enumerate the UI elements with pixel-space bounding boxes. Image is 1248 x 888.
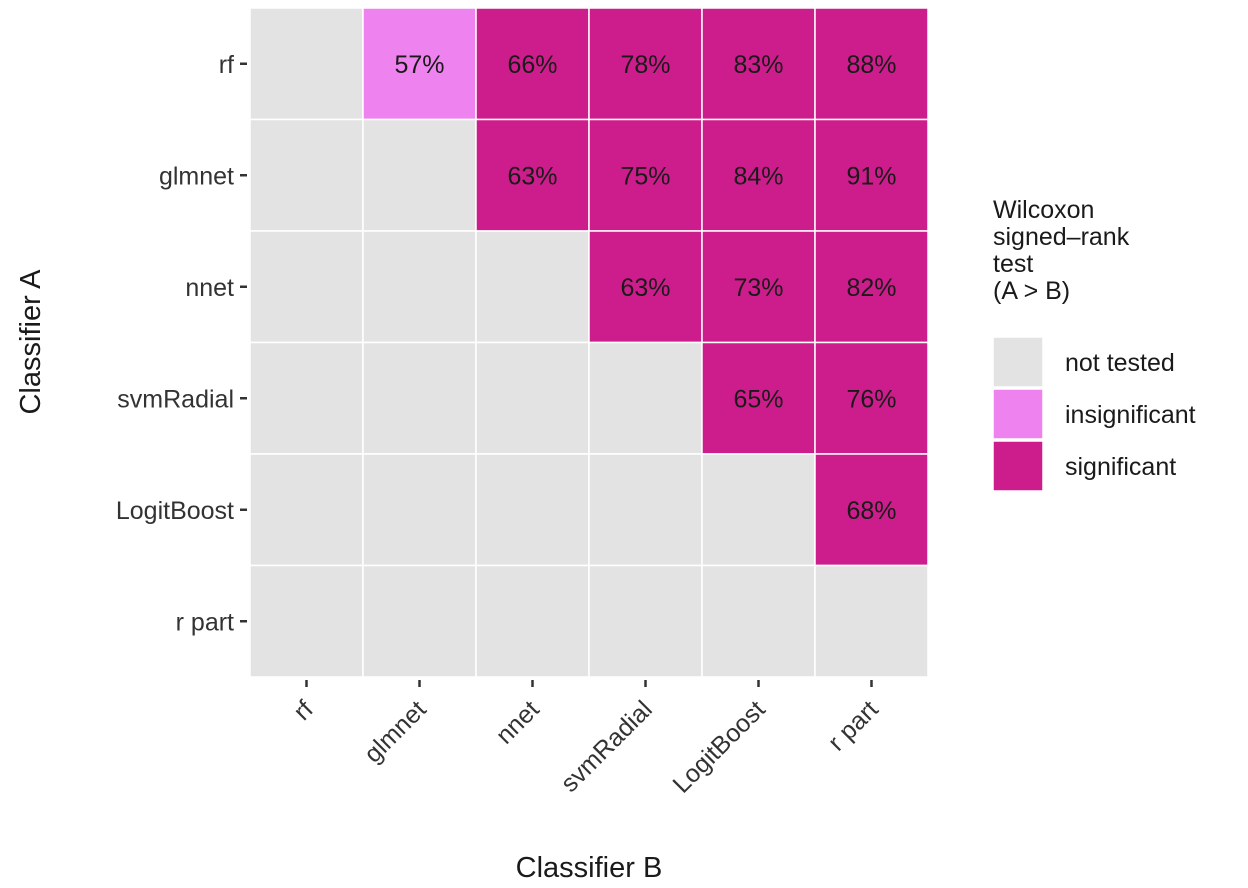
heatmap-cell-svmradial-svmradial <box>588 341 703 455</box>
heatmap-cell-r-part-nnet <box>475 564 590 678</box>
legend-key-insignificant <box>992 388 1044 440</box>
y-tick-label: rf <box>219 51 234 79</box>
x-tick-label: r part <box>823 695 884 756</box>
cell-value-label: 73% <box>733 274 783 302</box>
x-axis: rf glmnet nnet svmRadial LogitBoost r part <box>288 680 884 799</box>
heatmap-cell-r-part-r-part <box>814 564 929 678</box>
cell-value-label: 65% <box>733 385 783 413</box>
heatmap-cell-r-part-glmnet <box>362 564 477 678</box>
cell-value-label: 88% <box>846 51 896 79</box>
y-tick-label: svmRadial <box>117 385 234 413</box>
cell-value-label: 91% <box>846 162 896 190</box>
x-tick-label: LogitBoost <box>667 695 770 798</box>
legend-title-line: (A > B) <box>993 277 1070 305</box>
x-tick-label: rf <box>288 695 319 726</box>
legend-label: significant <box>1065 453 1176 481</box>
y-tick-label: r part <box>176 608 234 636</box>
heatmap-cell-nnet-glmnet <box>362 230 477 344</box>
cell-value-label: 75% <box>620 162 670 190</box>
x-axis-title: Classifier B <box>516 852 663 884</box>
heatmap-cell-glmnet-glmnet <box>362 118 477 232</box>
legend-key-significant <box>992 440 1044 492</box>
heatmap-cell-logitboost-rf <box>249 453 364 567</box>
cell-value-label: 78% <box>620 51 670 79</box>
x-tick-label: glmnet <box>359 695 432 768</box>
heatmap-cell-r-part-svmradial <box>588 564 703 678</box>
heatmap-cell-rf-glmnet <box>362 7 477 121</box>
cell-value-label: 57% <box>394 51 444 79</box>
legend-title-line: Wilcoxon <box>993 196 1094 224</box>
cell-value-label: 63% <box>507 162 557 190</box>
heatmap-cell-nnet-svmradial <box>588 230 703 344</box>
heatmap-cell-svmradial-rf <box>249 341 364 455</box>
y-tick-label: LogitBoost <box>116 497 234 525</box>
cell-value-label: 76% <box>846 385 896 413</box>
heatmap-cell-logitboost-nnet <box>475 453 590 567</box>
cell-value-label: 83% <box>733 51 783 79</box>
heatmap-cell-rf-nnet <box>475 7 590 121</box>
heatmap-cell-svmradial-nnet <box>475 341 590 455</box>
cell-value-label: 66% <box>507 51 557 79</box>
heatmap-cell-r-part-logitboost <box>701 564 816 678</box>
heatmap-cell-glmnet-nnet <box>475 118 590 232</box>
heatmap-cell-nnet-r-part <box>814 230 929 344</box>
cell-value-label: 68% <box>846 497 896 525</box>
y-axis-title: Classifier A <box>15 269 47 415</box>
heatmap-cell-rf-rf <box>249 7 364 121</box>
x-tick-label: nnet <box>491 695 545 749</box>
cell-value-label: 84% <box>733 162 783 190</box>
heatmap-cell-logitboost-r-part <box>814 453 929 567</box>
heatmap-cell-svmradial-logitboost <box>701 341 816 455</box>
heatmap-cell-svmradial-r-part <box>814 341 929 455</box>
y-tick-label: glmnet <box>159 162 234 190</box>
y-axis: rf glmnet nnet svmRadial LogitBoost r part <box>116 51 247 636</box>
heatmap-cell-nnet-rf <box>249 230 364 344</box>
cell-value-label: 63% <box>620 274 670 302</box>
x-tick-label: svmRadial <box>555 695 657 797</box>
legend-label: not tested <box>1065 349 1175 377</box>
heatmap-cell-glmnet-logitboost <box>701 118 816 232</box>
heatmap-cell-rf-logitboost <box>701 7 816 121</box>
legend-title-line: test <box>993 250 1033 278</box>
heatmap-cells: 57% 66% 78% 83% 88% 63% 75% 84% 91% 63% 73% 82% 65% 7… <box>249 7 929 678</box>
y-tick-label: nnet <box>185 274 234 302</box>
legend-title-line: signed–rank <box>993 223 1130 251</box>
heatmap-cell-rf-r-part <box>814 7 929 121</box>
heatmap-cell-logitboost-logitboost <box>701 453 816 567</box>
heatmap-cell-glmnet-rf <box>249 118 364 232</box>
legend-label: insignificant <box>1065 401 1196 429</box>
heatmap-cell-rf-svmradial <box>588 7 703 121</box>
legend-key-not-tested <box>992 336 1044 388</box>
cell-value-label: 82% <box>846 274 896 302</box>
heatmap-cell-logitboost-glmnet <box>362 453 477 567</box>
heatmap-cell-logitboost-svmradial <box>588 453 703 567</box>
heatmap-cell-svmradial-glmnet <box>362 341 477 455</box>
heatmap-cell-nnet-nnet <box>475 230 590 344</box>
heatmap-cell-r-part-rf <box>249 564 364 678</box>
